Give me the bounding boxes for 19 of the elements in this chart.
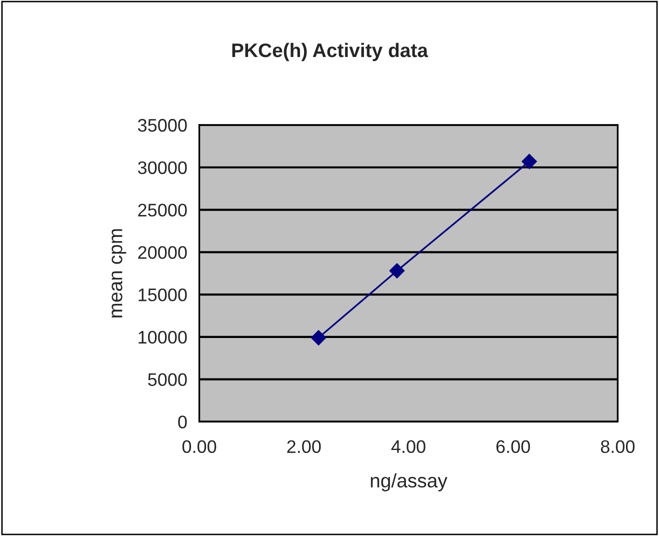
x-tick-label: 0.00 <box>182 440 216 454</box>
y-tick-label: 10000 <box>138 330 187 344</box>
y-tick-label: 25000 <box>138 204 187 216</box>
x-axis-title: ng/assay <box>370 473 448 492</box>
y-tick-label: 15000 <box>138 288 187 302</box>
x-tick-label: 6.00 <box>496 440 530 454</box>
x-tick-label: 4.00 <box>391 440 426 454</box>
y-tick-label: 20000 <box>138 246 187 259</box>
x-tick-label: 2.00 <box>287 440 321 454</box>
chart-title: PKCe(h) Activity data <box>232 42 428 62</box>
x-tick-label: 8.00 <box>600 440 635 454</box>
y-tick-label: 35000 <box>138 118 187 132</box>
y-axis-title: mean cpm <box>112 229 126 318</box>
point <box>310 330 326 346</box>
point <box>522 154 537 170</box>
y-tick-label: 0 <box>178 416 187 428</box>
point <box>389 263 405 278</box>
y-tick-label: 30000 <box>138 161 187 174</box>
y-tick-label: 5000 <box>148 373 187 386</box>
